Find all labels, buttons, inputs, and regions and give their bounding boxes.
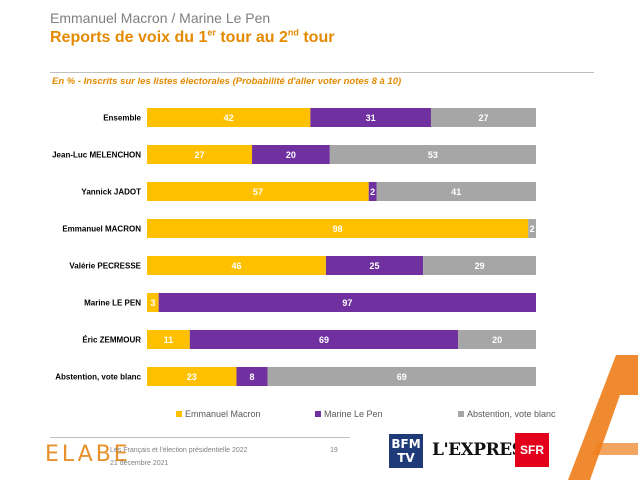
legend-swatch	[176, 411, 182, 417]
category-label: Jean-Luc MELENCHON	[52, 151, 141, 160]
footer-study-title: Les Français et l'élection présidentiell…	[110, 447, 248, 454]
legend-label: Abstention, vote blanc	[467, 409, 556, 419]
title-part-2: tour au 2	[215, 29, 288, 46]
data-label: 3	[150, 298, 155, 308]
bar-segment	[458, 330, 536, 349]
category-label: Marine LE PEN	[84, 299, 141, 308]
elabe-a-graphic	[568, 355, 638, 480]
category-label: Abstention, vote blanc	[55, 373, 141, 382]
bar-segment	[158, 293, 537, 312]
bfmtv-logo: BFM TV	[389, 434, 423, 468]
category-label: Valérie PECRESSE	[69, 262, 141, 271]
data-label: 69	[319, 335, 329, 345]
data-label: 2	[370, 187, 375, 197]
data-label: 25	[370, 261, 380, 271]
bar-segment	[236, 367, 268, 386]
bar-segment	[147, 330, 190, 349]
bar-segment	[147, 293, 159, 312]
supertitle: Emmanuel Macron / Marine Le Pen	[50, 10, 271, 26]
bar-segment	[528, 219, 536, 238]
chart-subtitle: En % - Inscrits sur les listes électoral…	[52, 76, 402, 87]
category-label: Éric ZEMMOUR	[82, 336, 141, 345]
title-part-3: tour	[298, 29, 335, 46]
data-label: 46	[231, 261, 241, 271]
data-label: 27	[195, 150, 205, 160]
legend-label: Marine Le Pen	[324, 409, 383, 419]
bar-segment	[430, 108, 536, 127]
category-label: Yannick JADOT	[81, 188, 141, 197]
data-label: 8	[250, 372, 255, 382]
bar-segment	[147, 182, 369, 201]
bar-segment	[267, 367, 536, 386]
page-number: 19	[330, 447, 338, 454]
data-label: 69	[397, 372, 407, 382]
bar-segment	[147, 145, 253, 164]
sfr-logo: SFR	[515, 433, 549, 467]
bar-segment	[423, 256, 536, 275]
bar-segment	[147, 256, 326, 275]
data-label: 42	[224, 113, 234, 123]
bar-segment	[310, 108, 431, 127]
header-divider	[50, 72, 594, 73]
bar-segment	[368, 182, 377, 201]
bar-segment	[376, 182, 536, 201]
data-label: 20	[286, 150, 296, 160]
bar-segment	[325, 256, 424, 275]
data-label: 11	[164, 335, 174, 345]
footer-divider	[50, 437, 350, 438]
legend-swatch	[458, 411, 464, 417]
bar-segment	[189, 330, 459, 349]
category-label: Ensemble	[103, 114, 141, 123]
data-label: 57	[253, 187, 263, 197]
bar-segment	[147, 367, 237, 386]
legend-label: Emmanuel Macron	[185, 409, 261, 419]
legend-swatch	[315, 411, 321, 417]
chart-title: Reports de voix du 1er tour au 2nd tour	[50, 27, 335, 47]
data-label: 98	[333, 224, 343, 234]
lexpress-logo: L'EXPRESS	[432, 440, 535, 460]
elabe-logo: ELABE	[45, 442, 131, 467]
title-sup-2: nd	[287, 27, 299, 38]
bar-segment	[147, 219, 529, 238]
bar-segment	[329, 145, 536, 164]
data-label: 41	[451, 187, 461, 197]
footer-date: 21 décembre 2021	[110, 460, 169, 467]
title-part-1: Reports de voix du 1	[50, 29, 208, 46]
data-label: 20	[492, 335, 502, 345]
data-label: 27	[478, 113, 488, 123]
bar-segment	[147, 108, 311, 127]
data-label: 23	[187, 372, 197, 382]
category-label: Emmanuel MACRON	[62, 225, 141, 234]
bar-segment	[252, 145, 330, 164]
data-label: 53	[428, 150, 438, 160]
data-label: 2	[530, 224, 535, 234]
data-label: 97	[342, 298, 352, 308]
data-label: 31	[366, 113, 376, 123]
title-sup-1: er	[207, 27, 216, 38]
data-label: 29	[475, 261, 485, 271]
